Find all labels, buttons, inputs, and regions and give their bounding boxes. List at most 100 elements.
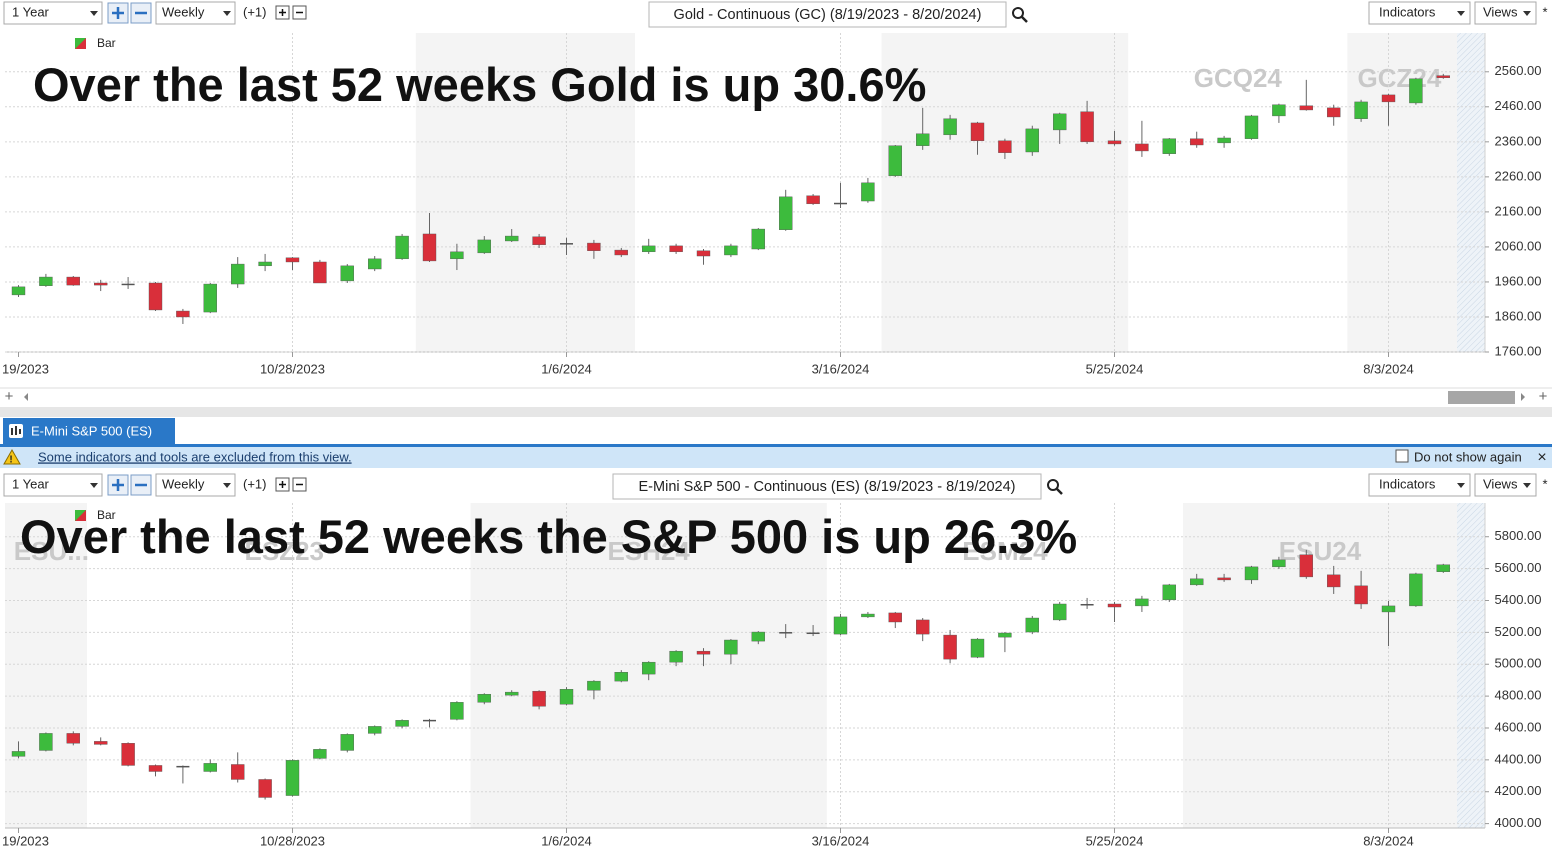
contract-shade (1183, 503, 1457, 828)
y-tick-label: 5600.00 (1495, 560, 1542, 575)
candle-body (230, 263, 245, 285)
dropdown-arrow (1523, 11, 1531, 16)
dropdown-arrow (223, 483, 231, 488)
range-label[interactable]: 1 Year (12, 476, 50, 491)
candle-body (833, 616, 848, 635)
offset-label: (+1) (243, 4, 266, 19)
x-tick-label: 8/3/2024 (1363, 361, 1414, 376)
candle-body (230, 764, 245, 780)
candle-body (39, 276, 53, 286)
contract-shade (415, 33, 635, 352)
future-area (1457, 33, 1485, 352)
contract-shade (881, 33, 1129, 352)
views-select[interactable] (1474, 1, 1537, 25)
candle-body (1217, 577, 1231, 581)
y-tick-label: 4200.00 (1495, 783, 1542, 798)
candle-body (1409, 573, 1423, 607)
offset-label: (+1) (243, 476, 266, 491)
views-select[interactable] (1474, 473, 1537, 497)
views-label[interactable]: Views (1483, 4, 1518, 19)
pin[interactable]: * (1542, 476, 1547, 491)
contract-label: ESM24 (962, 536, 1048, 566)
y-tick-label: 5000.00 (1495, 656, 1542, 671)
candle-body (861, 182, 875, 202)
zoom-in-right[interactable]: + (1539, 388, 1548, 405)
indicators-select[interactable] (1368, 1, 1471, 25)
scroll-thumb[interactable] (1448, 391, 1515, 404)
candle-body (148, 282, 163, 311)
scroll-left[interactable] (24, 393, 28, 401)
interval-label[interactable]: Weekly (162, 4, 205, 19)
tab-icon-bars (11, 426, 21, 435)
x-tick-label: 1/6/2024 (541, 833, 592, 848)
candle-body (1189, 138, 1204, 146)
views-label[interactable]: Views (1483, 476, 1518, 491)
candle-body (834, 202, 847, 205)
tab[interactable] (3, 418, 175, 444)
future-area (1457, 503, 1485, 828)
range-select[interactable] (3, 473, 103, 497)
indicators-select[interactable] (1368, 473, 1471, 497)
search-icon[interactable] (1012, 7, 1024, 19)
candle-body (121, 743, 135, 766)
interval-select[interactable] (155, 473, 236, 497)
y-tick-label: 2260.00 (1495, 168, 1542, 183)
annotation: Over the last 52 weeks Gold is up 30.6% (33, 58, 926, 111)
candle-body (1299, 105, 1314, 111)
y-tick-label: 1860.00 (1495, 308, 1542, 323)
candle-body (1025, 128, 1040, 153)
candle-body (1354, 585, 1368, 605)
candle-body (1107, 603, 1122, 608)
indicators-label[interactable]: Indicators (1379, 476, 1436, 491)
x-tick-label: 1/6/2024 (541, 361, 592, 376)
candle-body (614, 672, 628, 682)
chart-title: Gold - Continuous (GC) (8/19/2023 - 8/20… (674, 7, 982, 23)
candle-body (560, 243, 573, 245)
x-tick-label: 19/2023 (2, 361, 49, 376)
chart-title: E-Mini S&P 500 - Continuous (ES) (8/19/2… (639, 479, 1016, 495)
y-tick-label: 4800.00 (1495, 688, 1542, 703)
candle-body (779, 196, 793, 230)
scroll-right[interactable] (1521, 393, 1525, 401)
annotation: Over the last 52 weeks the S&P 500 is up… (20, 510, 1077, 563)
candle-body (1272, 104, 1286, 117)
candle-body (916, 133, 930, 146)
legend-label: Bar (97, 508, 116, 522)
checkbox-label[interactable]: Do not show again (1414, 449, 1522, 464)
candle-body (998, 632, 1012, 638)
candle-body (751, 228, 765, 250)
candle-body (779, 632, 793, 634)
zoom-in[interactable]: + (5, 388, 14, 405)
y-tick-label: 2160.00 (1495, 203, 1542, 218)
candle-body (1244, 115, 1259, 139)
y-tick-label: 2560.00 (1495, 63, 1542, 78)
candle-body (724, 245, 738, 256)
x-tick-label: 19/2023 (2, 833, 49, 848)
candle-body (1244, 566, 1259, 581)
range-select[interactable] (3, 1, 103, 25)
legend-icon-up (75, 38, 86, 49)
candle-body (450, 702, 464, 720)
interval-select[interactable] (155, 1, 236, 25)
checkbox[interactable] (1395, 449, 1409, 463)
warning-link[interactable]: Some indicators and tools are excluded f… (38, 449, 352, 464)
tab-label[interactable]: E-Mini S&P 500 (ES) (31, 423, 152, 438)
contract-label: ESU24 (1279, 536, 1362, 566)
range-label[interactable]: 1 Year (12, 4, 50, 19)
candle-body (751, 631, 765, 642)
close-button[interactable]: × (1537, 449, 1546, 466)
interval-label[interactable]: Weekly (162, 476, 205, 491)
candle-body (669, 650, 683, 663)
x-tick-label: 8/3/2024 (1363, 833, 1414, 848)
pin[interactable]: * (1542, 4, 1547, 19)
indicators-label[interactable]: Indicators (1379, 4, 1436, 19)
candle-body (559, 689, 574, 705)
candle-body (806, 195, 820, 205)
candle-body (970, 638, 985, 658)
candle-body (66, 276, 81, 286)
candle-body (285, 760, 300, 796)
candle-body (806, 632, 820, 635)
search-icon[interactable] (1047, 479, 1059, 491)
candle-body (93, 282, 108, 286)
candle-body (696, 250, 711, 257)
